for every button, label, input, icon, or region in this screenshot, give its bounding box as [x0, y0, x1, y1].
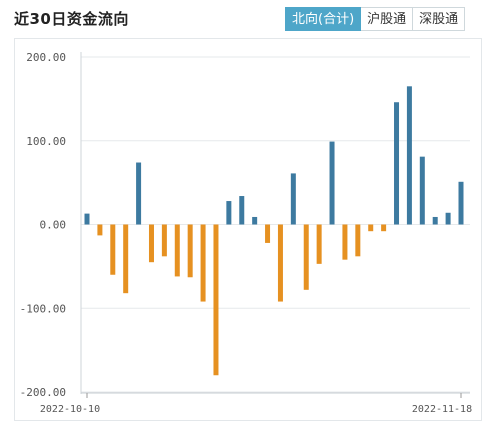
bar[interactable] [458, 181, 464, 225]
bar[interactable] [84, 213, 90, 225]
grid-lines [81, 56, 470, 393]
y-tick-label: 200.00 [26, 51, 66, 64]
x-start-date-label: 2022-10-10 [40, 404, 100, 415]
tab-group: 北向(合计) 沪股通 深股通 [285, 7, 466, 31]
y-tick-label: -200.00 [20, 386, 66, 399]
bar[interactable] [290, 173, 296, 225]
bar[interactable] [148, 224, 154, 263]
bar[interactable] [394, 102, 400, 225]
page-title: 近30日资金流向 [14, 10, 129, 28]
bar[interactable] [123, 224, 129, 294]
tab-northbound-total[interactable]: 北向(合计) [285, 7, 362, 31]
bar[interactable] [316, 224, 322, 264]
bar[interactable] [213, 224, 219, 376]
bar[interactable] [239, 196, 245, 225]
bar[interactable] [419, 156, 425, 225]
bar[interactable] [368, 224, 374, 232]
bar[interactable] [187, 224, 193, 278]
bar[interactable] [381, 224, 387, 232]
bar[interactable] [226, 201, 232, 225]
x-end-date-label: 2022-11-18 [412, 404, 472, 415]
bar[interactable] [342, 224, 348, 260]
y-tick-label: 0.00 [40, 219, 67, 232]
y-tick-label: -100.00 [20, 302, 66, 315]
bar[interactable] [329, 141, 335, 225]
bar[interactable] [200, 224, 206, 302]
tab-shanghai-connect[interactable]: 沪股通 [361, 7, 414, 31]
bar[interactable] [97, 224, 103, 236]
bars [84, 86, 464, 376]
bar[interactable] [277, 224, 283, 302]
bar[interactable] [303, 224, 309, 290]
bar[interactable] [265, 224, 271, 243]
bar[interactable] [432, 216, 438, 225]
bar[interactable] [355, 224, 361, 257]
bar[interactable] [136, 162, 142, 225]
bar[interactable] [161, 224, 167, 257]
chart-panel [14, 38, 482, 421]
tab-shenzhen-connect[interactable]: 深股通 [413, 7, 466, 31]
bar[interactable] [110, 224, 116, 275]
header: 近30日资金流向 北向(合计) 沪股通 深股通 [0, 0, 490, 40]
bar[interactable] [445, 212, 451, 225]
y-axis-ticks: 200.00 100.00 0.00 -100.00 -200.00 [20, 51, 66, 399]
y-tick-label: 100.00 [26, 135, 66, 148]
x-axis-ticks: 2022-10-10 2022-11-18 [40, 393, 472, 415]
bar[interactable] [406, 86, 412, 225]
bar[interactable] [252, 216, 258, 225]
bar[interactable] [174, 224, 180, 277]
